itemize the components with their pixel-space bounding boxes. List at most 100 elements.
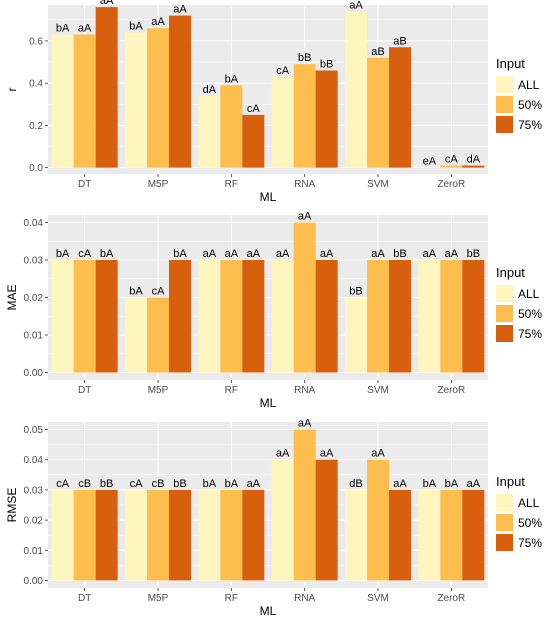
y-axis-title: MAE [5,284,19,310]
bar-m5p-all [125,489,147,581]
bar-m5p-all [125,32,147,168]
bar-label: dA [203,84,217,96]
bar-label: bA [129,20,143,32]
bar-label: aA [276,248,290,260]
bar-label: aA [247,478,261,490]
bar-dt-all [51,489,74,581]
x-tick-label: M5P [148,179,169,190]
bar-svm-50pct [367,57,389,168]
bar-dt-all [51,34,74,168]
bar-label: bA [423,478,437,490]
y-tick-label: 0.00 [24,368,44,379]
bar-zeror-all [418,260,441,373]
bar-label: bB [173,478,186,490]
bar-m5p-50pct [147,297,169,373]
legend: Input ALL 50% 75% [496,474,542,551]
legend-label: 75% [518,536,542,550]
bar-label: aA [349,0,363,11]
bar-zeror-50pct [440,489,463,581]
legend-key-all [496,285,513,302]
bar-label: aA [371,448,385,460]
bar-label: eA [423,156,437,168]
x-tick-label: DT [78,385,91,396]
bar-label: cB [152,478,165,490]
x-tick-label: SVM [367,179,389,190]
bar-label: bA [100,248,114,260]
bar-label: cA [276,65,290,77]
bar-zeror-75pct [462,260,485,373]
bar-label: dB [349,478,362,490]
bar-svm-75pct [389,489,411,581]
bar-zeror-50pct [440,260,463,373]
legend-title: Input [496,56,525,71]
x-tick-label: RNA [294,593,315,604]
legend-label: 50% [518,307,542,321]
y-tick-label: 0.05 [24,425,44,436]
x-tick-label: RF [225,385,238,396]
bar-label: cA [152,286,166,298]
bar-dt-75pct [95,489,118,581]
x-tick-label: M5P [148,593,169,604]
bar-label: cB [78,478,91,490]
bar-rna-all [271,76,294,168]
bar-rna-50pct [293,222,316,373]
bar-label: bA [225,73,239,85]
bar-svm-all [345,489,367,581]
bar-label: bA [56,248,70,260]
bar-zeror-75pct [462,165,485,168]
bar-label: aA [225,248,239,260]
bar-rna-all [271,459,294,581]
legend-key-all [496,494,513,511]
y-tick-label: 0.02 [24,293,44,304]
bar-rna-75pct [315,459,338,581]
x-tick-label: DT [78,593,91,604]
bar-label: aB [371,46,384,58]
bar-label: bA [56,23,70,35]
bar-label: cA [247,103,261,115]
bar-m5p-75pct [169,15,191,168]
x-tick-label: ZeroR [437,385,465,396]
bar-rf-all [198,260,221,373]
x-axis-title: ML [260,604,277,618]
bar-label: aA [393,478,407,490]
y-tick-label: 0.04 [24,218,44,229]
bar-rf-50pct [220,260,243,373]
bar-label: aA [151,16,165,28]
chart-panel-mae: 0.00 0.01 0.02 0.03 0.04 bA cA bA bA cA bA aA aA aA aA… [5,211,542,411]
bar-label: cA [445,154,459,166]
y-tick-label: 0.00 [24,576,44,587]
bar-label: aA [320,448,334,460]
legend-key-50pct [496,514,513,531]
bar-m5p-75pct [169,260,191,373]
bar-label: bA [129,286,143,298]
legend-label: 75% [518,118,542,132]
x-tick-label: ZeroR [437,179,465,190]
y-tick-label: 0.04 [24,455,44,466]
bar-label: bA [225,478,239,490]
bar-dt-50pct [73,34,96,168]
bar-label: bB [393,248,406,260]
bar-m5p-50pct [147,28,169,168]
bar-label: aA [467,478,481,490]
legend-title: Input [496,265,525,280]
legend-label: ALL [518,496,540,510]
y-tick-label: 0.01 [24,546,44,557]
x-tick-label: DT [78,179,91,190]
panel-background [48,5,488,174]
bar-m5p-75pct [169,489,191,581]
bar-zeror-all [418,167,441,169]
bar-svm-all [345,11,367,168]
y-tick-label: 0.03 [24,256,44,267]
bar-dt-50pct [73,489,96,581]
chart-panel-rmse: 0.00 0.01 0.02 0.03 0.04 0.05 cA cB bB cA cB bB bA bA… [5,418,542,618]
bar-label: aA [247,248,261,260]
x-tick-label: RF [225,593,238,604]
legend: Input ALL 50% 75% [496,265,542,342]
y-tick-label: 0.6 [29,36,43,47]
legend-label: 50% [518,516,542,530]
legend-label: ALL [518,78,540,92]
bar-label: aA [203,248,217,260]
legend-key-75pct [496,534,513,551]
bar-rf-75pct [242,260,265,373]
